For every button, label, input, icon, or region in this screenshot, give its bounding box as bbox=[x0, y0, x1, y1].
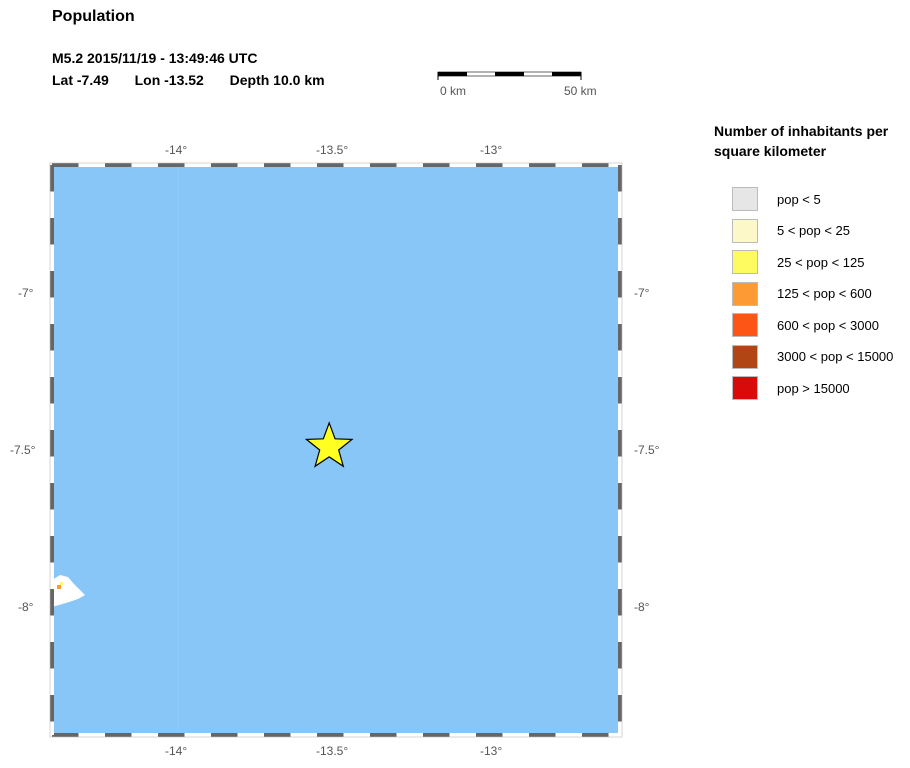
legend-item: pop < 5 bbox=[732, 186, 821, 212]
legend-label: pop > 15000 bbox=[777, 380, 850, 396]
map-frame bbox=[49, 162, 623, 738]
lon-tick-bottom: -13.5° bbox=[316, 744, 349, 758]
scale-end-label: 50 km bbox=[564, 84, 597, 98]
legend-label: 3000 < pop < 15000 bbox=[777, 349, 894, 364]
epicenter-star-icon bbox=[304, 421, 354, 468]
event-lon: Lon -13.52 bbox=[134, 72, 204, 88]
scale-start-label: 0 km bbox=[440, 84, 467, 98]
legend-item: 25 < pop < 125 bbox=[732, 249, 864, 275]
legend-item: 600 < pop < 3000 bbox=[732, 312, 879, 338]
lon-tick-bottom: -13° bbox=[480, 744, 503, 758]
legend-item: 125 < pop < 600 bbox=[732, 281, 872, 307]
legend-swatch bbox=[732, 250, 758, 274]
lat-tick-right: -8° bbox=[634, 600, 650, 614]
legend-swatch bbox=[732, 218, 758, 243]
legend-label: pop < 5 bbox=[777, 191, 821, 207]
lat-tick-left: -7° bbox=[18, 286, 34, 300]
legend-swatch bbox=[732, 344, 758, 369]
legend-swatch bbox=[732, 281, 758, 306]
legend-swatch bbox=[732, 187, 758, 211]
event-depth: Depth 10.0 km bbox=[229, 72, 325, 88]
event-lat: Lat -7.49 bbox=[52, 72, 109, 88]
lat-tick-right: -7.5° bbox=[634, 443, 660, 457]
lat-tick-left: -8° bbox=[18, 600, 34, 614]
legend-label: 125 < pop < 600 bbox=[777, 286, 872, 301]
scale-bar bbox=[437, 71, 582, 80]
lat-tick-left: -7.5° bbox=[10, 443, 36, 457]
lat-tick-right: -7° bbox=[634, 286, 650, 300]
lon-tick-top: -13° bbox=[480, 143, 503, 157]
map-title: Population bbox=[52, 8, 135, 25]
lon-tick-top: -13.5° bbox=[316, 143, 349, 157]
event-line: M5.2 2015/11/19 - 13:49:46 UTC bbox=[52, 50, 258, 66]
legend-label: 5 < pop < 25 bbox=[777, 223, 851, 238]
lon-tick-bottom: -14° bbox=[165, 744, 188, 758]
legend-swatch bbox=[732, 313, 758, 337]
lon-tick-top: -14° bbox=[165, 143, 188, 157]
legend-label: 600 < pop < 3000 bbox=[777, 317, 879, 333]
legend-item: pop > 15000 bbox=[732, 375, 850, 401]
event-location: Lat -7.49 Lon -13.52 Depth 10.0 km bbox=[52, 72, 325, 88]
legend-title: Number of inhabitants per square kilomet… bbox=[714, 123, 889, 159]
legend-item: 3000 < pop < 15000 bbox=[732, 344, 893, 370]
legend-swatch bbox=[732, 376, 758, 400]
legend-label: 25 < pop < 125 bbox=[777, 254, 865, 270]
legend-item: 5 < pop < 25 bbox=[732, 218, 850, 244]
